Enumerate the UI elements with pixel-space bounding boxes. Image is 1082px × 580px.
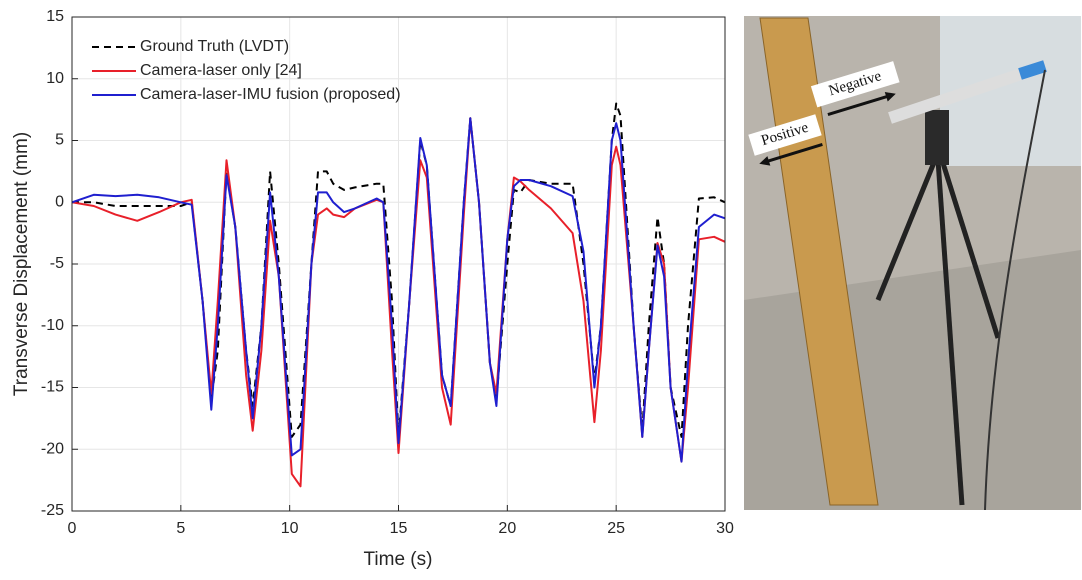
- arrow: [766, 143, 823, 163]
- y-tick-label: 5: [55, 132, 64, 149]
- arrow: [827, 94, 889, 116]
- legend-label: Camera-laser only [24]: [140, 62, 302, 79]
- arrow-head: [759, 156, 771, 166]
- y-axis-label: Transverse Displacement (mm): [11, 132, 32, 396]
- x-tick-label: 30: [716, 520, 734, 537]
- x-tick-label: 15: [390, 520, 408, 537]
- rod: [888, 60, 1047, 124]
- legend-label: Camera-laser-IMU fusion (proposed): [140, 86, 401, 103]
- axes-box: [71, 16, 726, 512]
- y-tick-label: -5: [50, 255, 64, 272]
- sensor: [1018, 60, 1047, 80]
- tripod-leg: [939, 159, 1001, 339]
- label-box: [748, 114, 822, 156]
- x-axis-label: Time (s): [364, 549, 433, 570]
- mount: [925, 110, 949, 165]
- tripod-leg: [875, 159, 938, 301]
- x-tick-label: 20: [498, 520, 516, 537]
- label-box: [810, 61, 900, 108]
- y-tick-label: 10: [46, 70, 64, 87]
- photo: Positive Negative: [744, 16, 1081, 511]
- cable: [984, 69, 1046, 511]
- y-tick-label: -25: [41, 502, 64, 519]
- x-tick-label: 25: [607, 520, 625, 537]
- y-tick-label: 15: [46, 8, 64, 25]
- y-tick-label: 0: [55, 193, 64, 210]
- legend-label: Ground Truth (LVDT): [140, 38, 289, 55]
- y-tick-label: -20: [41, 440, 64, 457]
- y-tick-label: -10: [41, 317, 64, 334]
- y-tick-label: -15: [41, 379, 64, 396]
- arrow-head: [884, 91, 896, 102]
- x-tick-label: 0: [68, 520, 77, 537]
- x-tick-label: 5: [176, 520, 185, 537]
- x-tick-label: 10: [281, 520, 299, 537]
- tripod-leg: [935, 159, 965, 506]
- data-line: [71, 117, 726, 463]
